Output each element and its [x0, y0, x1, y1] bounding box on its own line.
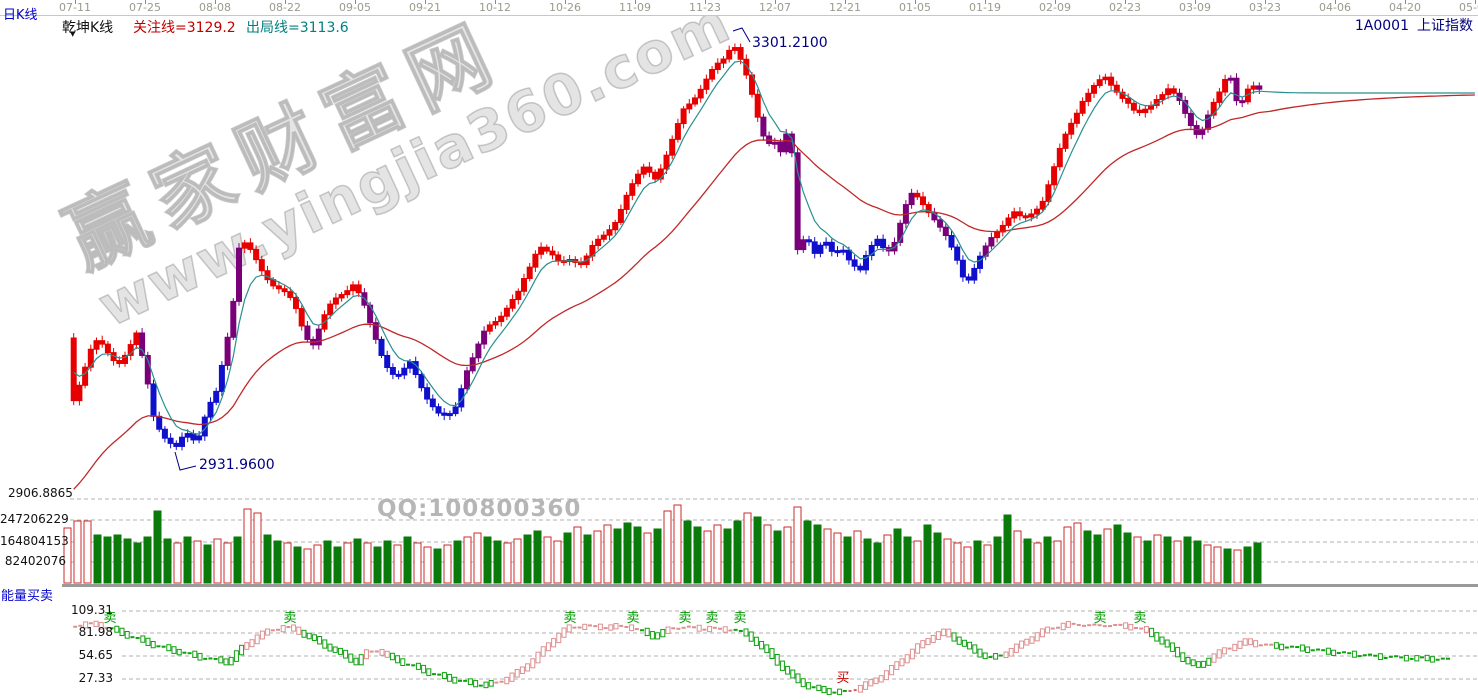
- oscillator-title: 能量买卖: [1, 589, 54, 604]
- date-tick: [1195, 0, 1196, 4]
- date-tick: [145, 0, 146, 4]
- date-label: 07-11: [59, 1, 91, 14]
- date-tick: [985, 0, 986, 4]
- date-label: 09-21: [409, 1, 441, 14]
- attention-line-value: 关注线=3129.2: [133, 20, 236, 36]
- date-label: 05-04: [1459, 1, 1478, 14]
- sell-marker: 卖: [103, 611, 116, 626]
- axis-label: 164804153: [0, 534, 69, 548]
- date-tick: [1475, 0, 1476, 4]
- sell-marker: 卖: [1133, 611, 1146, 626]
- axis-label: 109.31: [71, 603, 113, 617]
- date-tick: [845, 0, 846, 4]
- sell-marker: 卖: [563, 611, 576, 626]
- date-tick: [1405, 0, 1406, 4]
- sell-marker: 卖: [283, 611, 296, 626]
- sell-marker: 卖: [705, 611, 718, 626]
- sell-marker: 卖: [626, 611, 639, 626]
- axis-label: 54.65: [78, 648, 113, 662]
- date-label: 10-12: [479, 1, 511, 14]
- date-tick: [1335, 0, 1336, 4]
- sell-marker: 卖: [1093, 611, 1106, 626]
- exit-line-value: 出局线=3113.6: [246, 20, 349, 36]
- date-tick: [565, 0, 566, 4]
- date-label: 10-26: [549, 1, 581, 14]
- date-tick: [425, 0, 426, 4]
- watermark-qq: QQ:100800360: [377, 496, 582, 522]
- sell-marker: 卖: [678, 611, 691, 626]
- date-tick: [1125, 0, 1126, 4]
- date-label: 11-23: [689, 1, 721, 14]
- indicator-tool-button[interactable]: 乾坤K线: [62, 20, 114, 36]
- sell-marker: 卖: [733, 611, 746, 626]
- date-label: 08-08: [199, 1, 231, 14]
- date-label: 02-09: [1039, 1, 1071, 14]
- symbol-name: 上证指数: [1417, 18, 1473, 34]
- date-label: 03-23: [1249, 1, 1281, 14]
- price-annotation: 2931.9600: [199, 457, 275, 473]
- axis-label: 81.98: [78, 625, 113, 639]
- date-label: 09-05: [339, 1, 371, 14]
- symbol-code: 1A0001: [1354, 18, 1409, 34]
- buy-marker: 买: [836, 671, 849, 686]
- price-annotation: 3301.2100: [752, 35, 828, 51]
- date-tick: [1265, 0, 1266, 4]
- date-tick: [635, 0, 636, 4]
- symbol-label[interactable]: 1A0001 上证指数: [1347, 15, 1473, 35]
- date-tick: [1055, 0, 1056, 4]
- date-tick: [495, 0, 496, 4]
- date-tick: [705, 0, 706, 4]
- date-tick: [355, 0, 356, 4]
- dropdown-caret-icon[interactable]: ▼: [70, 30, 76, 38]
- date-label: 03-09: [1179, 1, 1211, 14]
- date-label: 07-25: [129, 1, 161, 14]
- date-label: 12-07: [759, 1, 791, 14]
- date-label: 04-20: [1389, 1, 1421, 14]
- date-tick: [775, 0, 776, 4]
- axis-label: 27.33: [78, 671, 113, 685]
- date-tick: [215, 0, 216, 4]
- date-label: 04-06: [1319, 1, 1351, 14]
- axis-label: 82402076: [4, 554, 66, 568]
- date-label: 01-05: [899, 1, 931, 14]
- date-label: 02-23: [1109, 1, 1141, 14]
- date-label: 08-22: [269, 1, 301, 14]
- date-tick: [75, 0, 76, 4]
- period-label[interactable]: 日K线: [3, 8, 38, 23]
- axis-label: 247206229: [0, 512, 69, 526]
- date-label: 12-21: [829, 1, 861, 14]
- date-tick: [285, 0, 286, 4]
- date-tick: [915, 0, 916, 4]
- price-axis-bottom-label: 2906.8865: [8, 486, 73, 500]
- timeline-axis: 07-11 07-25 08-08 08-22 09-05 09-21 10-12 10-26…: [0, 0, 1478, 16]
- date-label: 11-09: [619, 1, 651, 14]
- date-label: 01-19: [969, 1, 1001, 14]
